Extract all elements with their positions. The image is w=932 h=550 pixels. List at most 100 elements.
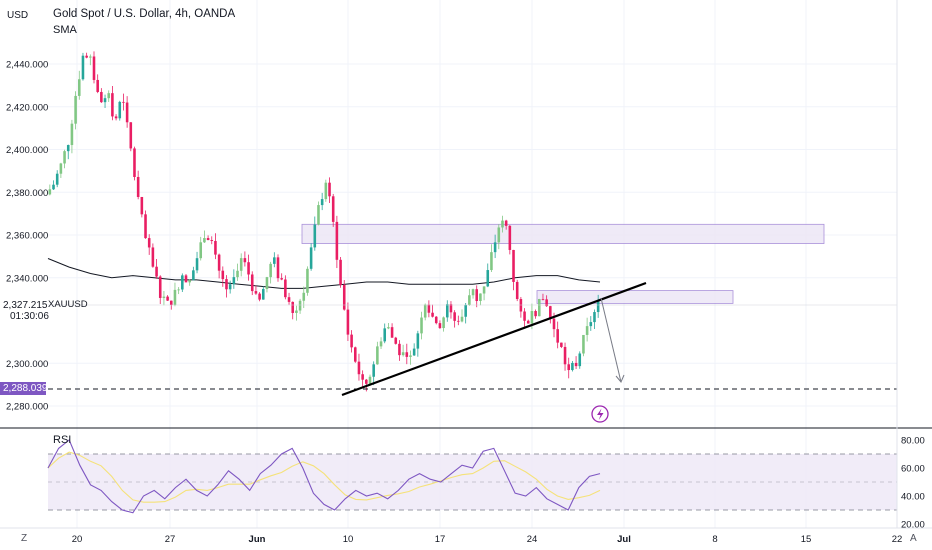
time-tick-label: 20: [72, 534, 83, 545]
candle-body: [541, 299, 545, 300]
candle-body: [247, 262, 250, 275]
time-tick-label: Jul: [617, 534, 631, 545]
candle-body: [512, 249, 515, 282]
candle-body: [460, 316, 464, 322]
time-tick-label: 24: [527, 534, 538, 545]
highlight-zones[interactable]: [301, 223, 825, 304]
candle-body: [111, 93, 114, 117]
candle-body: [530, 311, 534, 324]
candle-body: [166, 296, 169, 301]
candle-body: [276, 257, 280, 279]
candle-body: [136, 176, 140, 197]
candle-body: [593, 312, 596, 323]
candlesticks: [48, 51, 600, 392]
projection-arrow[interactable]: [600, 297, 625, 383]
candle-body: [125, 102, 129, 123]
currency-label[interactable]: USD: [7, 10, 29, 21]
time-tick-label: 22: [892, 534, 903, 545]
price-tick-label: 2,420.000: [6, 102, 48, 113]
ascending-trendline[interactable]: [341, 281, 647, 397]
candle-body: [486, 270, 490, 287]
candle-body: [320, 199, 324, 206]
candle-body: [596, 301, 600, 313]
candle-body: [181, 275, 184, 290]
candle-body: [254, 291, 258, 294]
candle-body: [173, 289, 177, 306]
candle-body: [313, 224, 317, 248]
bar-countdown: 01:30:06: [10, 311, 49, 322]
candle-body: [239, 258, 243, 271]
candle-body: [434, 316, 438, 324]
candle-body: [353, 347, 357, 362]
candle-body: [346, 309, 350, 335]
candle-body: [317, 205, 320, 225]
timezone-toggle[interactable]: Z: [21, 533, 28, 544]
time-tick-label: 15: [801, 534, 812, 545]
candle-body: [438, 323, 442, 329]
candle-body: [379, 341, 383, 347]
candle-body: [243, 258, 247, 263]
price-tick-label: 2,280.000: [6, 402, 48, 413]
candle-body: [177, 289, 180, 291]
candle-body: [258, 293, 261, 300]
candle-body: [427, 304, 431, 313]
price-axis[interactable]: 2,440.000 2,420.000 2,400.000 2,380.000 2,36…: [6, 60, 48, 413]
candle-body: [523, 311, 526, 321]
price-tick-label: 2,360.000: [6, 231, 48, 242]
low-price-tag: 2,288.039: [0, 382, 48, 395]
candle-body: [221, 270, 225, 280]
auto-scale-toggle[interactable]: A: [910, 533, 917, 544]
candle-body: [103, 98, 107, 103]
candle-body: [89, 56, 92, 58]
candle-body: [63, 151, 66, 164]
lightning-icon[interactable]: [591, 405, 609, 423]
candle-body: [122, 101, 125, 103]
candle-body: [405, 352, 409, 357]
candle-body: [228, 284, 232, 290]
candle-body: [77, 79, 81, 96]
rsi-legend[interactable]: RSI: [53, 434, 72, 446]
candle-body: [416, 333, 420, 349]
rsi-tick-label: 20.00: [901, 520, 925, 531]
candle-body: [534, 311, 537, 317]
candle-body: [269, 263, 272, 278]
rsi-axis[interactable]: 80.00 60.00 40.00 20.00: [901, 436, 925, 531]
candle-body: [552, 318, 556, 330]
time-axis[interactable]: 20 27 Jun 10 17 24 Jul 8 15 22: [72, 534, 903, 545]
time-tick-label: 10: [343, 534, 354, 545]
candle-body: [59, 163, 63, 174]
candle-body: [342, 284, 346, 310]
candle-body: [515, 281, 519, 300]
candle-body: [457, 320, 460, 322]
price-tick-label: 2,340.000: [6, 273, 48, 284]
candle-body: [217, 254, 221, 271]
candle-body: [162, 296, 166, 298]
candle-body: [420, 317, 423, 334]
candle-body: [372, 364, 375, 377]
candle-body: [482, 286, 486, 294]
candle-body: [453, 312, 456, 321]
candle-body: [537, 299, 541, 317]
candle-body: [100, 91, 103, 103]
candle-body: [188, 280, 191, 283]
candle-body: [140, 196, 144, 215]
candle-body: [324, 182, 328, 200]
candle-body: [445, 304, 449, 318]
candle-body: [357, 361, 361, 375]
sma-legend[interactable]: SMA: [53, 24, 77, 36]
time-tick-label: 27: [165, 534, 176, 545]
candle-body: [475, 289, 479, 302]
candle-body: [589, 322, 593, 327]
zone-box: [301, 223, 825, 244]
chart-title: Gold Spot / U.S. Dollar, 4h, OANDA: [53, 8, 236, 20]
candle-body: [298, 300, 302, 311]
candle-body: [118, 101, 122, 119]
candle-body: [225, 279, 228, 290]
candle-body: [501, 220, 504, 228]
price-tick-label: 2,400.000: [6, 145, 48, 156]
candle-body: [479, 293, 482, 302]
zone-box: [536, 290, 734, 304]
rsi-tick-label: 40.00: [901, 492, 925, 503]
candle-body: [578, 353, 582, 367]
